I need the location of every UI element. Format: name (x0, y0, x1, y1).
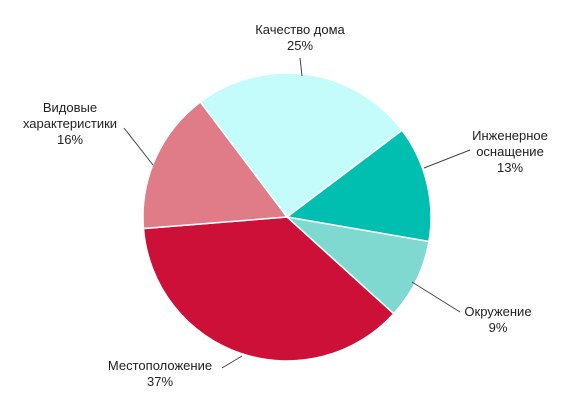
leader-line (299, 57, 303, 77)
leader-line (123, 127, 154, 166)
slice-label: Окружение 9% (448, 304, 548, 336)
value-label: 37% (146, 374, 174, 389)
category-label: Местоположение (107, 358, 213, 373)
category-label: Окружение (464, 304, 532, 319)
category-label: Инженерное оснащение (472, 128, 548, 159)
leader-line (221, 355, 243, 369)
pie-slice (142, 100, 289, 230)
slice-label: Видовые характеристики 16% (10, 100, 130, 148)
slice-label: Инженерное оснащение 13% (463, 128, 558, 176)
pie-slice (284, 215, 430, 315)
value-label: 9% (488, 320, 508, 335)
leader-line (423, 149, 471, 169)
leader-line (411, 281, 461, 313)
value-label: 13% (496, 160, 524, 175)
pie-slice (199, 72, 404, 219)
pie-slice (142, 216, 395, 362)
category-label: Качество дома (255, 22, 345, 37)
pie-slice (285, 129, 432, 243)
value-label: 16% (56, 132, 84, 147)
value-label: 25% (286, 38, 314, 53)
category-label: Видовые характеристики (22, 100, 118, 131)
slice-label: Местоположение 37% (95, 358, 225, 390)
slice-label: Качество дома 25% (220, 22, 380, 54)
